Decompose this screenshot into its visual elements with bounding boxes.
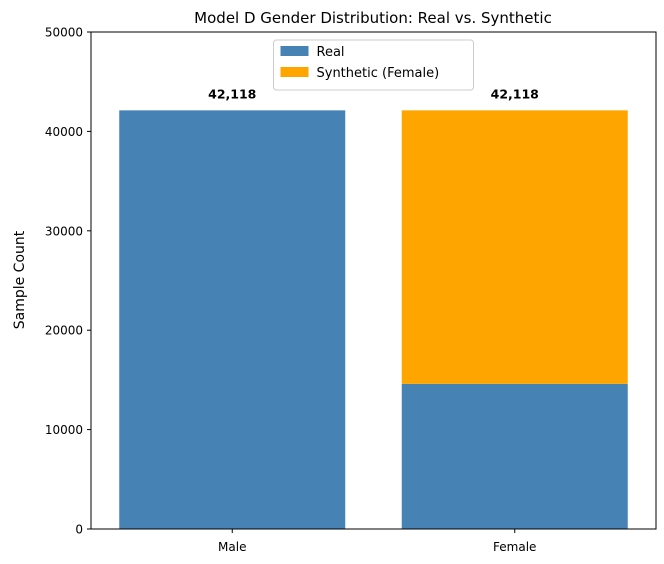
bars-group <box>119 110 628 529</box>
legend-entry-label: Real <box>317 45 345 60</box>
x-axis: Male Female <box>218 529 536 554</box>
plot-frame <box>90 31 657 530</box>
value-labels: 42,118 42,118 <box>208 86 539 101</box>
x-tick-label: Female <box>493 540 536 554</box>
y-tick-label: 0 <box>75 523 83 537</box>
y-tick-label: 30000 <box>45 224 83 238</box>
legend-swatch <box>280 46 309 56</box>
y-axis: 0 10000 20000 30000 40000 50000 <box>45 26 91 537</box>
bar-male-series-0 <box>119 110 346 529</box>
y-tick-label: 20000 <box>45 324 83 338</box>
bar-female-series-1 <box>401 110 628 384</box>
legend-swatch <box>280 67 309 77</box>
plot-area <box>90 31 657 530</box>
y-axis-label: Sample Count <box>12 230 28 329</box>
legend: Real Synthetic (Female) <box>273 39 474 91</box>
y-tick-label: 10000 <box>45 423 83 437</box>
bar-total-label: 42,118 <box>491 86 539 101</box>
y-tick-label: 50000 <box>45 26 83 40</box>
legend-entry-label: Synthetic (Female) <box>317 66 440 81</box>
bar-total-label: 42,118 <box>208 86 256 101</box>
y-tick-label: 40000 <box>45 125 83 139</box>
bar-female-series-0 <box>401 383 628 529</box>
x-tick-label: Male <box>218 540 246 554</box>
legend-box <box>273 39 474 91</box>
chart-title: Model D Gender Distribution: Real vs. Sy… <box>194 9 552 27</box>
